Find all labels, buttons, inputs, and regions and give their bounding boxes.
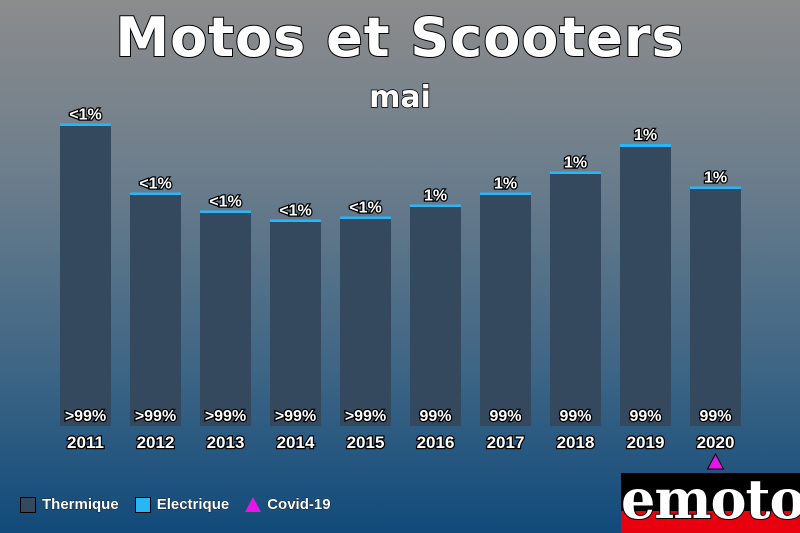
emoto-logo: emoto	[621, 473, 800, 533]
legend-swatch-thermique	[20, 496, 36, 513]
bar-thermique-2014	[270, 222, 321, 426]
top-label-2011: <1%	[69, 107, 101, 124]
bottom-label-2020: 99%	[699, 408, 731, 425]
bottom-label-2014: >99%	[275, 408, 316, 425]
bottom-label-2015: >99%	[345, 408, 386, 425]
legend-label-covid: Covid-19	[267, 496, 331, 514]
legend-item-electrique: Electrique	[134, 496, 230, 514]
chart-title: Motos et Scooters	[114, 5, 685, 70]
bar-thermique-2018	[550, 174, 601, 426]
bar-electrique-2014	[270, 219, 321, 222]
bottom-label-2011: >99%	[65, 408, 106, 425]
bottom-label-2017: 99%	[489, 408, 521, 425]
x-tick-2019: 2019	[627, 433, 665, 452]
bar-electrique-2019	[620, 144, 671, 147]
bar-thermique-2012	[130, 195, 181, 426]
bar-electrique-2011	[60, 123, 111, 126]
bar-electrique-2013	[200, 210, 251, 213]
top-label-2017: 1%	[494, 176, 517, 193]
bar-electrique-2017	[480, 192, 531, 195]
top-label-2014: <1%	[279, 203, 311, 220]
bar-electrique-2020	[690, 186, 741, 189]
bar-electrique-2016	[410, 204, 461, 207]
bar-electrique-2018	[550, 171, 601, 174]
bottom-label-2016: 99%	[419, 408, 451, 425]
legend-label-electrique: Electrique	[156, 496, 230, 514]
x-tick-2016: 2016	[417, 433, 455, 452]
bottom-label-2019: 99%	[629, 408, 661, 425]
top-label-2020: 1%	[704, 170, 727, 187]
bar-thermique-2020	[690, 189, 741, 426]
bottom-label-2018: 99%	[559, 408, 591, 425]
bar-thermique-2015	[340, 219, 391, 426]
bar-electrique-2015	[340, 216, 391, 219]
top-label-2013: <1%	[209, 194, 241, 211]
logo-red-band	[621, 511, 800, 533]
bottom-label-2012: >99%	[135, 408, 176, 425]
legend-item-thermique: Thermique	[20, 496, 119, 513]
legend-swatch-electrique	[134, 496, 151, 513]
bottom-label-2013: >99%	[205, 408, 246, 425]
top-label-2016: 1%	[424, 188, 447, 205]
bar-thermique-2011	[60, 126, 111, 426]
top-label-2015: <1%	[349, 200, 381, 217]
x-tick-2018: 2018	[557, 433, 595, 452]
logo-text: emoto	[621, 473, 800, 532]
bar-thermique-2016	[410, 207, 461, 426]
x-tick-2012: 2012	[137, 433, 175, 452]
x-tick-2015: 2015	[347, 433, 385, 452]
top-label-2019: 1%	[634, 127, 657, 144]
chart-subtitle: mai	[368, 79, 431, 116]
legend-label-thermique: Thermique	[42, 496, 119, 514]
x-tick-2017: 2017	[487, 433, 525, 452]
legend-item-covid: Covid-19	[245, 496, 331, 514]
bar-thermique-2017	[480, 195, 531, 426]
x-tick-2020: 2020	[697, 433, 735, 452]
top-label-2018: 1%	[564, 155, 587, 172]
bar-thermique-2019	[620, 147, 671, 426]
legend: Thermique Electrique Covid-19	[20, 496, 339, 513]
bar-electrique-2012	[130, 192, 181, 195]
x-tick-2011: 2011	[67, 433, 104, 452]
x-tick-2013: 2013	[207, 433, 245, 452]
bar-thermique-2013	[200, 213, 251, 426]
covid-marker-2020	[706, 452, 725, 470]
x-tick-2014: 2014	[277, 433, 315, 452]
triangle-icon	[245, 497, 262, 512]
top-label-2012: <1%	[139, 176, 171, 193]
